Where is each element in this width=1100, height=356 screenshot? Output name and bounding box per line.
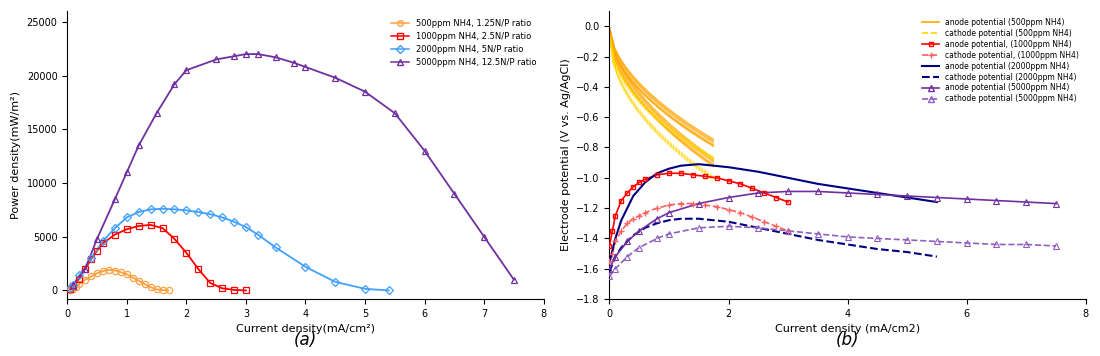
- X-axis label: Current density(mA/cm²): Current density(mA/cm²): [236, 324, 375, 334]
- Y-axis label: Power density(mW/m²): Power density(mW/m²): [11, 91, 21, 219]
- Legend: 500ppm NH4, 1.25N/P ratio, 1000ppm NH4, 2.5N/P ratio, 2000ppm NH4, 5N/P ratio, 5: 500ppm NH4, 1.25N/P ratio, 1000ppm NH4, …: [387, 15, 539, 70]
- Y-axis label: Electrode potential (V vs. Ag/AgCl): Electrode potential (V vs. Ag/AgCl): [561, 59, 571, 251]
- Text: (a): (a): [294, 331, 317, 349]
- Legend: anode potential (500ppm NH4), cathode potential (500ppm NH4), anode potential, (: anode potential (500ppm NH4), cathode po…: [920, 15, 1082, 106]
- Text: (b): (b): [836, 331, 859, 349]
- X-axis label: Current density (mA/cm2): Current density (mA/cm2): [776, 324, 921, 334]
